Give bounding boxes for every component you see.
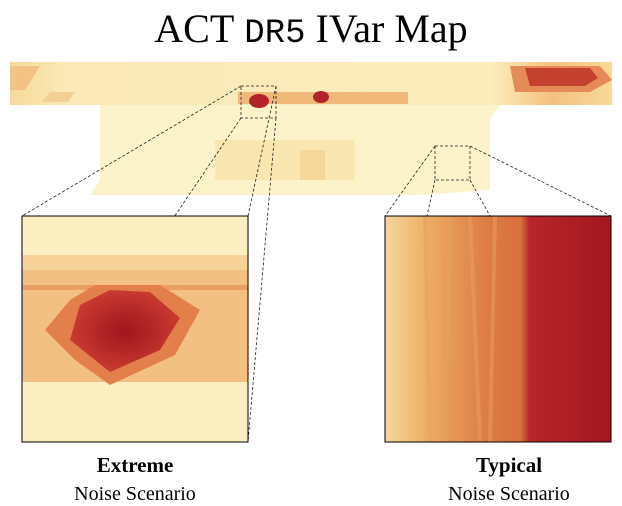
panel-sublabel: Noise Scenario: [448, 483, 570, 505]
panel-label: Typical: [476, 453, 542, 477]
title: ACT DR5 IVar Map: [154, 6, 467, 53]
typical-inset: [385, 216, 611, 442]
title-suffix: IVar Map: [316, 6, 468, 51]
panel-label: Extreme: [97, 453, 174, 477]
ivar-map: [10, 62, 612, 195]
title-code: DR5: [244, 15, 305, 53]
figure: ACT DR5 IVar Map: [0, 0, 622, 506]
panel-sublabel: Noise Scenario: [74, 483, 196, 505]
extreme-inset: [22, 216, 248, 442]
title-prefix: ACT: [154, 6, 234, 51]
